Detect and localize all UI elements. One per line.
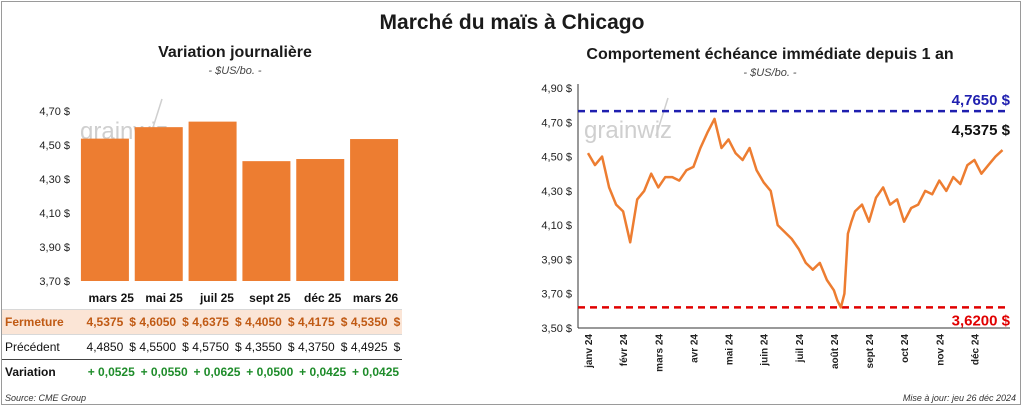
table-header: mars 25 [88, 291, 134, 305]
row-label: Fermeture [2, 309, 85, 335]
currency-symbol: $ [129, 315, 136, 329]
variation-value: + 0,0425 [352, 365, 400, 379]
currency-symbol: $ [182, 315, 189, 329]
table-row-variation: Variation + 0,0525 + 0,0550 + 0,0625 + 0… [2, 360, 402, 385]
y-tick-label: 4,70 $ [541, 117, 572, 129]
y-tick-label: 4,70 $ [39, 106, 70, 118]
y-tick-label: 3,90 $ [39, 242, 70, 254]
x-tick-label: août 24 [830, 334, 841, 369]
bar [134, 127, 183, 282]
fermeture-value: 4,4050 [245, 315, 282, 329]
x-tick-label: juin 24 [760, 334, 771, 367]
x-tick-label: oct 24 [900, 334, 911, 363]
table-header: mai 25 [145, 291, 183, 305]
precedent-value: 4,3550 [245, 340, 282, 354]
variation-value: + 0,0525 [87, 365, 135, 379]
bar [242, 161, 291, 281]
bar [296, 159, 345, 281]
y-tick-label: 4,50 $ [541, 152, 572, 164]
variation-value: + 0,0425 [299, 365, 347, 379]
table-header-row: mars 25 mai 25 juil 25 sept 25 déc 25 ma… [2, 287, 402, 310]
x-tick-label: janv 24 [584, 334, 595, 369]
fermeture-value: 4,6375 [192, 315, 229, 329]
watermark-text: grainwiz [584, 117, 672, 144]
variation-value: + 0,0500 [246, 365, 294, 379]
x-tick-label: déc 24 [970, 334, 981, 366]
left-subtitle: Variation journalière [158, 44, 312, 61]
y-tick-label: 4,10 $ [39, 208, 70, 220]
currency-symbol: $ [340, 315, 348, 329]
currency-symbol: $ [393, 315, 401, 329]
y-tick-label: 4,30 $ [39, 174, 70, 186]
fermeture-value: 4,5375 [86, 315, 124, 329]
y-tick-label: 4,30 $ [541, 186, 572, 198]
y-tick-label: 3,50 $ [541, 323, 572, 335]
high-value-label: 4,7650 $ [952, 92, 1011, 109]
y-tick-label: 3,90 $ [541, 254, 572, 266]
line-chart: 3,50 $ 3,70 $ 3,90 $ 4,10 $ 4,30 $ 4,50 $ 4,70… [541, 83, 1011, 372]
precedent-value: 4,5500 [139, 340, 177, 354]
x-tick-label: sept 24 [865, 334, 876, 369]
source-note: Source: CME Group [5, 393, 87, 403]
precedent-value: 4,4925 [350, 340, 388, 354]
row-label: Variation [5, 365, 56, 379]
currency-symbol: $ [287, 340, 295, 354]
x-tick-label: juil 24 [795, 334, 806, 364]
last-value-label: 4,5375 $ [952, 122, 1011, 139]
x-tick-label: avr 24 [689, 334, 700, 363]
y-tick-label: 3,70 $ [541, 289, 572, 301]
variation-value: + 0,0550 [140, 365, 188, 379]
bar [188, 121, 237, 281]
y-tick-label: 4,90 $ [541, 83, 572, 95]
fermeture-value: 4,6050 [139, 315, 177, 329]
bar [350, 139, 399, 281]
currency-symbol: $ [287, 315, 295, 329]
price-series-line [586, 117, 1004, 309]
currency-symbol: $ [340, 340, 348, 354]
left-unit: - $US/bo. - [208, 65, 262, 77]
currency-symbol: $ [234, 315, 242, 329]
row-label: Précédent [2, 334, 85, 360]
right-subtitle: Comportement échéance immédiate depuis 1… [586, 46, 954, 63]
update-note: Mise à jour: jeu 26 déc 2024 [902, 393, 1016, 403]
right-unit: - $US/bo. - [743, 67, 797, 79]
fermeture-value: 4,4175 [297, 315, 335, 329]
watermark-stroke [655, 97, 669, 137]
y-tick-label: 4,50 $ [39, 140, 70, 152]
bar [80, 138, 129, 281]
main-title: Marché du maïs à Chicago [379, 11, 645, 34]
currency-symbol: $ [129, 340, 136, 354]
table-header: sept 25 [249, 291, 291, 305]
x-tick-label: nov 24 [935, 334, 946, 366]
table-header: déc 25 [304, 291, 342, 305]
price-table: mars 25 mai 25 juil 25 sept 25 déc 25 ma… [2, 287, 402, 384]
low-value-label: 3,6200 $ [952, 312, 1011, 329]
table-row-fermeture: Fermeture 4,5375 $ 4,6050 $ 4,6375 $ 4,4050… [2, 309, 402, 335]
currency-symbol: $ [393, 340, 401, 354]
x-tick-label: mai 24 [725, 334, 736, 366]
fermeture-value: 4,5350 [350, 315, 388, 329]
precedent-value: 4,5750 [192, 340, 229, 354]
currency-symbol: $ [234, 340, 242, 354]
y-tick-label: 3,70 $ [39, 276, 70, 288]
table-header: juil 25 [199, 291, 234, 305]
y-tick-label: 4,10 $ [541, 220, 572, 232]
variation-value: + 0,0625 [193, 365, 241, 379]
table-row-precedent: Précédent 4,4850 $ 4,5500 $ 4,5750 $ 4,3550… [2, 334, 402, 360]
bar-chart: 3,70 $3,90 $4,10 $4,30 $4,50 $4,70 $grai… [39, 98, 399, 288]
currency-symbol: $ [182, 340, 189, 354]
x-tick-label: mars 24 [654, 334, 665, 372]
x-tick-label: févr 24 [619, 334, 630, 367]
table-header: mars 26 [352, 291, 399, 305]
precedent-value: 4,3750 [297, 340, 335, 354]
precedent-value: 4,4850 [86, 340, 124, 354]
